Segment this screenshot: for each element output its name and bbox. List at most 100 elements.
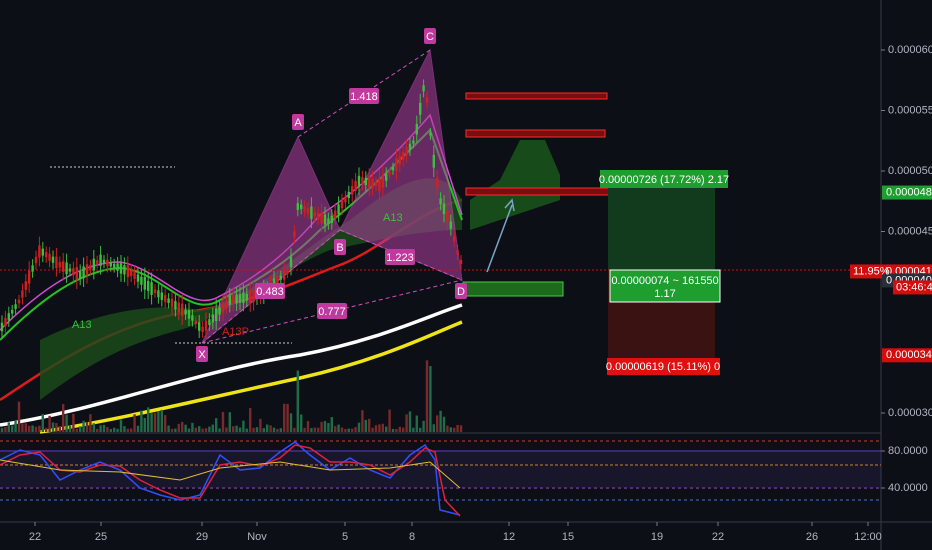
candle [279, 275, 282, 280]
target-zone [465, 129, 606, 138]
price-tick-label: 0.00005500 [888, 104, 932, 116]
volume-bar [296, 370, 299, 432]
volume-bar [218, 428, 221, 432]
pattern-point: X [198, 349, 206, 361]
change-label: 11.95% [853, 265, 890, 277]
volume-bar [283, 403, 286, 432]
candle [41, 248, 44, 256]
volume-bar [21, 423, 24, 432]
candle [17, 299, 21, 304]
candle [283, 269, 286, 280]
volume-bar [136, 425, 140, 432]
ratio-label: 1.418 [350, 91, 378, 103]
ratio-label: 0.777 [318, 306, 346, 318]
candle [310, 206, 313, 219]
volume-bar [272, 427, 276, 432]
pattern-point: A [294, 117, 302, 129]
volume-bar [249, 408, 252, 432]
change-tag [850, 264, 882, 279]
candle [211, 314, 214, 323]
volume-bar [252, 427, 255, 432]
candle [330, 215, 333, 224]
candle [303, 206, 306, 212]
volume-bar [385, 426, 388, 432]
candle [228, 295, 231, 305]
candle [143, 277, 146, 290]
candle [340, 200, 344, 209]
arrow [486, 204, 513, 273]
candle [344, 196, 347, 203]
candle [204, 320, 208, 331]
volume-bar [232, 426, 235, 432]
volume-bar [351, 428, 354, 432]
candle [119, 263, 123, 274]
candle [334, 210, 337, 219]
candle [4, 317, 7, 326]
volume-bar [99, 425, 102, 432]
candle [194, 320, 197, 324]
volume-bar [4, 426, 7, 432]
volume-bar [75, 428, 78, 432]
candle [68, 268, 72, 272]
pattern-note: A13P [222, 326, 249, 338]
volume-bar [242, 420, 245, 432]
volume-bar [72, 413, 75, 432]
candle [160, 292, 163, 300]
volume-bar [17, 401, 21, 432]
volume-bar [85, 421, 89, 432]
volume-bar [334, 426, 337, 432]
candle [320, 212, 323, 224]
volume-bar [327, 423, 330, 432]
volume-bar [170, 428, 174, 432]
candle [45, 252, 48, 258]
time-label: 26 [806, 531, 818, 543]
volume-bar [449, 427, 452, 432]
volume-bar [310, 428, 313, 432]
volume-bar [147, 407, 150, 432]
candle [374, 182, 378, 186]
volume-bar [374, 425, 378, 432]
volume-bar [357, 422, 361, 432]
candle [412, 140, 415, 144]
candle [133, 272, 136, 279]
candle [449, 221, 452, 229]
volume-bar [194, 427, 197, 432]
candle [215, 308, 218, 322]
price-tag-label: 0.00003477 [886, 349, 932, 361]
volume-bar [402, 427, 405, 432]
candle [419, 102, 422, 115]
price-tag [882, 348, 932, 363]
target-box [600, 170, 728, 188]
volume-bar [119, 419, 123, 432]
volume-bar [102, 424, 106, 432]
volume-bar [113, 427, 116, 432]
time-label: 12 [503, 531, 515, 543]
candle [65, 262, 68, 275]
volume-bar [364, 419, 367, 432]
candle [235, 294, 238, 304]
candle [51, 256, 55, 263]
volume-bar [347, 428, 350, 432]
volume-bar [221, 411, 225, 432]
candle [147, 280, 150, 291]
price-tag-label: 0.00004822 [886, 186, 932, 198]
price-tick-label: 0.00005000 [888, 165, 932, 177]
volume-bar [157, 411, 160, 432]
volume-bar [14, 420, 17, 432]
entry-box [609, 269, 721, 303]
volume-bar [24, 423, 27, 432]
candle [221, 302, 225, 313]
candle [245, 293, 248, 301]
volume-bar [123, 426, 126, 432]
volume-bar [65, 414, 68, 432]
candle [432, 154, 435, 168]
stop-box [607, 358, 720, 375]
candle [82, 266, 85, 279]
volume-bar [306, 421, 310, 432]
candle [446, 210, 449, 222]
volume-bar [293, 427, 296, 432]
ratio-label: 0.483 [256, 286, 284, 298]
volume-bar [412, 427, 415, 432]
time-label: 5 [342, 531, 348, 543]
